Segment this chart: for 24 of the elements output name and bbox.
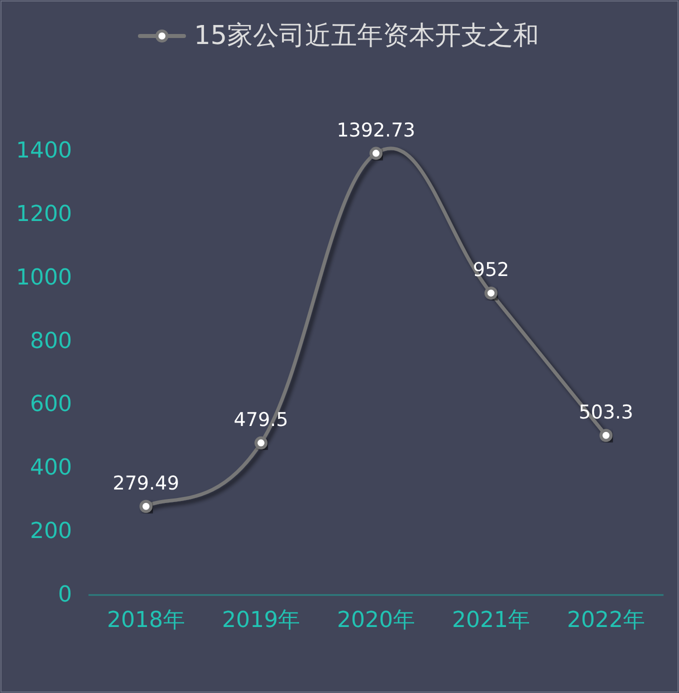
x-tick-label: 2018年 [107, 608, 185, 633]
data-label: 1392.73 [336, 119, 416, 142]
data-label: 279.49 [112, 472, 180, 494]
y-tick-label: 800 [30, 328, 72, 354]
x-tick-label: 2022年 [567, 608, 645, 633]
y-tick-label: 600 [30, 392, 72, 418]
y-tick-label: 0 [58, 582, 72, 608]
y-tick-label: 400 [30, 456, 72, 481]
x-tick-label: 2019年 [222, 608, 300, 633]
legend-label: 15家公司近五年资本开支之和 [194, 21, 540, 51]
y-tick-label: 1200 [16, 202, 72, 227]
y-tick-label: 1000 [16, 265, 72, 290]
data-label: 479.5 [234, 408, 288, 431]
x-tick-label: 2020年 [337, 608, 415, 633]
point [254, 436, 268, 450]
point [484, 286, 498, 300]
x-tick-label: 2021年 [452, 608, 530, 633]
point [370, 146, 382, 160]
y-tick-label: 200 [30, 519, 72, 544]
data-label: 503.3 [578, 401, 634, 424]
y-tick-label: 1400 [16, 138, 72, 164]
point [600, 428, 612, 442]
point [140, 500, 152, 513]
data-label: 952 [472, 259, 510, 282]
